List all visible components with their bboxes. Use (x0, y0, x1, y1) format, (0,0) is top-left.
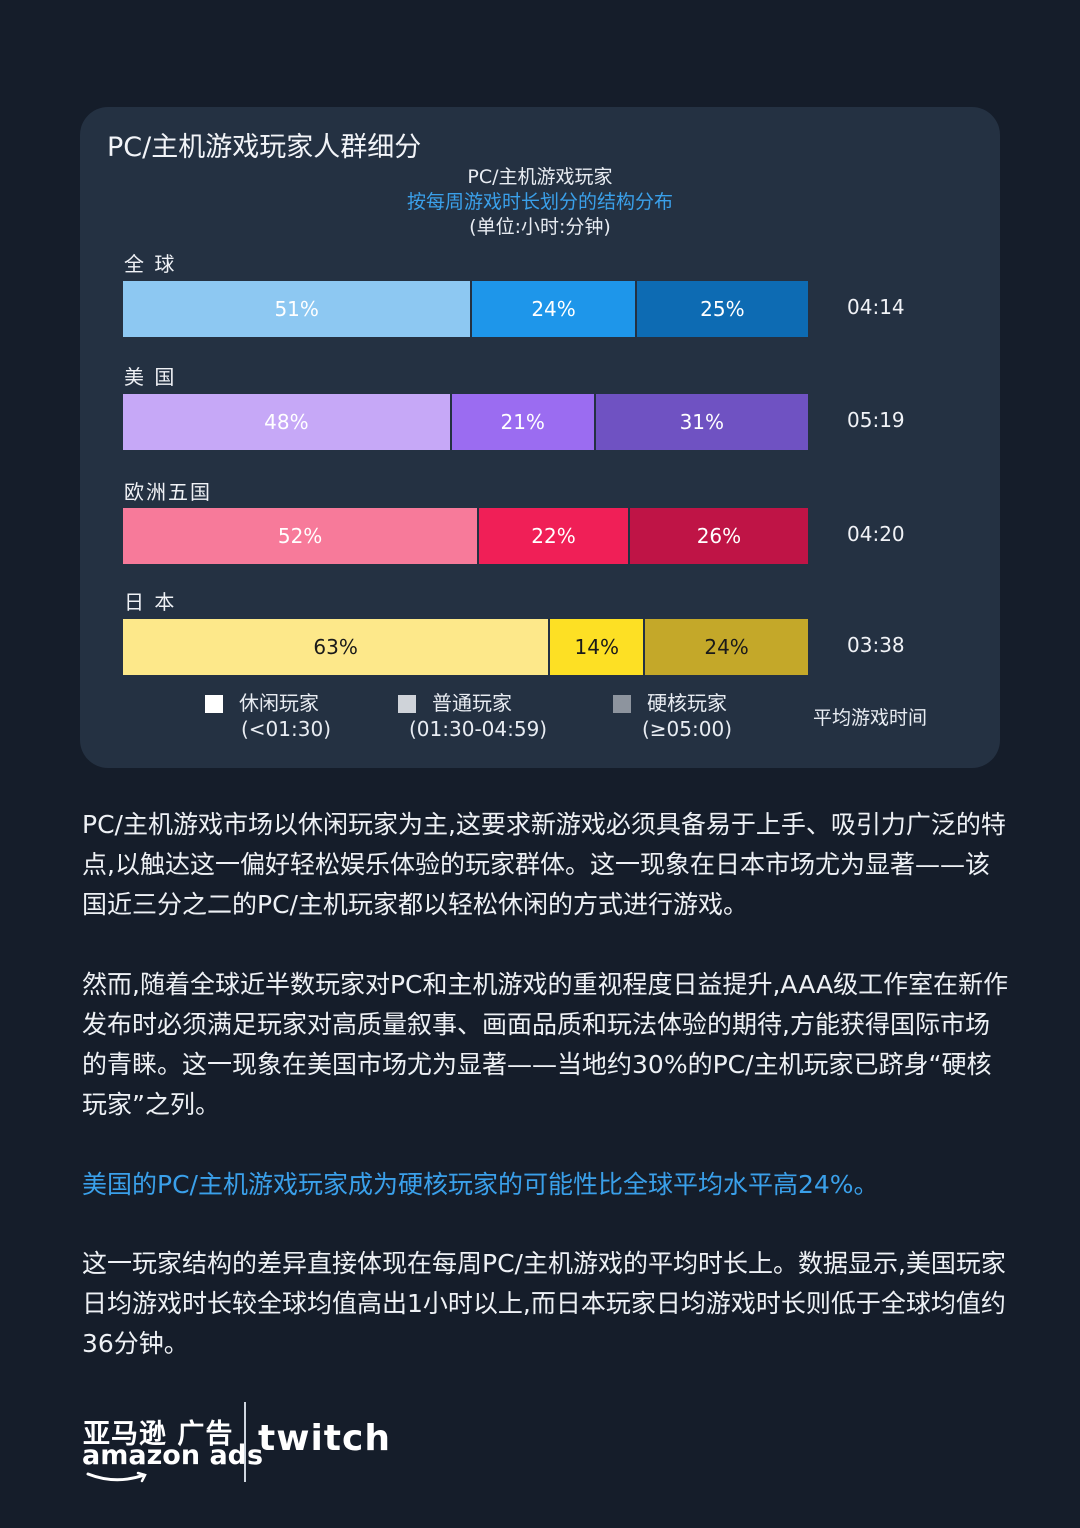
amazon-ads-logo-en: amazon ads (82, 1440, 264, 1471)
stacked-bar-global: 51% 24% 25% (123, 281, 808, 337)
region-label-global: 全 球 (124, 252, 177, 276)
stacked-bar-japan: 63% 14% 24% (123, 619, 808, 675)
legend-range-hardcore: (≥05:00) (642, 717, 732, 741)
bar-segment-eu5-regular: 22% (479, 508, 630, 564)
legend-range-regular: (01:30-04:59) (409, 717, 548, 741)
legend-swatch-regular (398, 695, 416, 713)
bar-segment-global-regular: 24% (472, 281, 637, 337)
bar-segment-japan-casual: 63% (123, 619, 551, 675)
footer-divider (244, 1402, 246, 1482)
bar-segment-us-hardcore: 31% (595, 394, 808, 450)
highlight-paragraph: 美国的PC/主机游戏玩家成为硬核玩家的可能性比全球平均水平高24%。 (82, 1170, 879, 1199)
chart-unit: (单位:小时:分钟) (469, 216, 611, 238)
amazon-smile-icon (86, 1471, 147, 1483)
bar-segment-eu5-hardcore: 26% (629, 508, 808, 564)
paragraph-1: PC/主机游戏市场以休闲玩家为主,这要求新游戏必须具备易于上手、吸引力广泛的特点… (82, 810, 1006, 919)
avg-time-global: 04:14 (847, 295, 905, 319)
region-label-japan: 日 本 (124, 590, 177, 614)
chart-title: PC/主机游戏玩家人群细分 (107, 132, 422, 163)
bar-segment-us-regular: 21% (451, 394, 596, 450)
bar-segment-us-casual: 48% (123, 394, 452, 450)
chart-subtitle-highlight: 按每周游戏时长划分的结构分布 (406, 191, 673, 213)
avg-time-eu5: 04:20 (847, 522, 905, 546)
legend-label-casual: 休闲玩家 (239, 691, 319, 715)
region-label-us: 美 国 (124, 365, 177, 389)
avg-time-japan: 03:38 (847, 633, 905, 657)
bar-segment-global-hardcore: 25% (636, 281, 808, 337)
legend-label-regular: 普通玩家 (432, 691, 512, 715)
stacked-bar-eu5: 52% 22% 26% (123, 508, 808, 564)
legend-swatch-casual (205, 695, 223, 713)
legend-label-hardcore: 硬核玩家 (647, 691, 727, 715)
chart-card: PC/主机游戏玩家人群细分 PC/主机游戏玩家 按每周游戏时长划分的结构分布 (… (80, 107, 1000, 768)
bar-segment-japan-hardcore: 24% (645, 619, 808, 675)
legend-swatch-hardcore (613, 695, 631, 713)
region-label-eu5: 欧洲五国 (124, 480, 212, 504)
chart-subtitle: PC/主机游戏玩家 (467, 166, 613, 188)
legend-average-label: 平均游戏时间 (813, 707, 928, 729)
twitch-logo: twitch (258, 1418, 391, 1459)
legend-range-casual: (<01:30) (241, 717, 331, 741)
paragraph-2: 然而,随着全球近半数玩家对PC和主机游戏的重视程度日益提升,AAA级工作室在新作… (82, 970, 1009, 1119)
bar-segment-japan-regular: 14% (550, 619, 646, 675)
paragraph-3: 这一玩家结构的差异直接体现在每周PC/主机游戏的平均时长上。数据显示,美国玩家日… (82, 1249, 1006, 1358)
stacked-bar-us: 48% 21% 31% (123, 394, 808, 450)
bar-segment-eu5-casual: 52% (123, 508, 480, 564)
avg-time-us: 05:19 (847, 408, 905, 432)
bar-segment-global-casual: 51% (123, 281, 473, 337)
amazon-ads-logo-cn: 亚马逊 广告 (83, 1419, 234, 1450)
